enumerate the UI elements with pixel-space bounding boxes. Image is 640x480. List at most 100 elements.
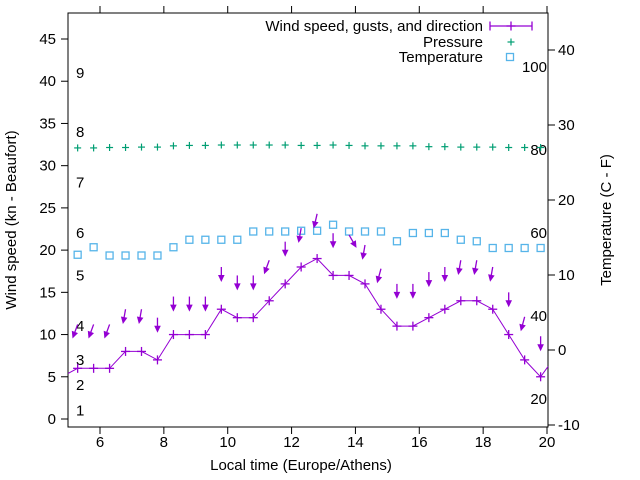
gust-arrow-head	[263, 266, 270, 275]
y-left-tick-label: 40	[39, 73, 56, 90]
beaufort-label: 6	[76, 225, 84, 242]
beaufort-labels: 1 2 3 4 5 6 7 8 9	[76, 65, 84, 420]
temperature-marker	[137, 251, 146, 260]
temperature-marker	[265, 227, 274, 236]
gust-arrow-head	[488, 274, 495, 282]
y-left-tick-label: 25	[39, 200, 56, 217]
temperature-marker	[281, 227, 290, 236]
temperature-marker	[233, 235, 242, 244]
beaufort-label: 2	[76, 377, 84, 394]
gust-arrow-head	[409, 291, 417, 299]
x-tick-label: 6	[96, 434, 104, 451]
inplot-right-labels: 100 80 60 40 20	[522, 59, 547, 408]
gust-arrow-head	[360, 252, 367, 260]
y-left-tick-label: 10	[39, 327, 56, 344]
temperature-marker	[201, 235, 210, 244]
x-tick-label: 16	[411, 434, 428, 451]
temperature-marker	[408, 228, 418, 238]
beaufort-label: 4	[76, 318, 84, 335]
y-left-tick-label: 15	[39, 284, 56, 301]
wind-gust-arrows	[71, 213, 544, 352]
gust-arrow-head	[456, 267, 463, 275]
y-left-tick-label: 30	[39, 158, 56, 175]
gust-arrow-head	[425, 280, 433, 288]
x-tick-label: 10	[219, 434, 236, 451]
temperature-marker	[488, 243, 497, 253]
temperature-marker	[89, 243, 98, 252]
temperature-marker	[440, 228, 449, 238]
x-tick-label: 18	[475, 434, 492, 451]
inplot-scale-label: 100	[522, 59, 547, 76]
gust-arrow-head	[87, 330, 94, 339]
gust-arrow-head	[120, 316, 128, 324]
legend-temperature-label: Temperature	[399, 49, 483, 66]
temperature-marker	[424, 228, 434, 238]
gust-arrow-head	[375, 275, 383, 284]
gust-arrow-head	[170, 304, 177, 312]
legend-samples	[489, 21, 533, 62]
gust-arrow-head	[136, 316, 144, 324]
y-right-tick-label: -10	[558, 417, 580, 434]
inplot-scale-label: 60	[530, 225, 547, 242]
gust-arrow-head	[218, 275, 225, 282]
y-right-tick-label: 30	[558, 117, 575, 134]
gust-arrow-head	[472, 267, 479, 275]
y-right-tick-label: 10	[558, 267, 575, 284]
y-right-axis-title: Temperature (C - F)	[598, 154, 615, 286]
gust-arrow-head	[250, 283, 257, 291]
y-right-tick-label: 0	[558, 342, 566, 359]
plot-generated-content: 6 8 10 12 14 16 18 20051015202530354045-1001020…	[39, 6, 580, 451]
temperature-marker	[504, 243, 513, 253]
temperature-marker	[249, 227, 258, 236]
y-axis-left: 0 5 10 15 20 25 30 35 40 45	[39, 31, 68, 428]
y-left-tick-label: 5	[48, 369, 56, 386]
temperature-marker	[536, 243, 545, 253]
gust-arrow-head	[71, 330, 78, 339]
x-tick-label: 20	[539, 434, 556, 451]
y-left-axis-title: Wind speed (kn - Beaufort)	[3, 130, 20, 309]
temperature-marker	[105, 251, 114, 260]
temperature-marker	[456, 235, 465, 244]
gust-arrow-head	[393, 291, 401, 299]
temperature-marker	[312, 226, 322, 235]
y-left-tick-label: 45	[39, 31, 56, 48]
gust-arrow-head	[519, 323, 526, 332]
beaufort-label: 7	[76, 175, 84, 192]
beaufort-label: 1	[76, 403, 84, 420]
temperature-marker	[297, 226, 306, 235]
plot-border	[67, 12, 549, 428]
legend-pressure-label: Pressure	[423, 34, 483, 51]
temperature-marker	[344, 227, 354, 236]
gust-arrow-head	[202, 304, 209, 312]
gust-arrow-head	[154, 325, 161, 333]
legend-wind-label: Wind speed, gusts, and direction	[265, 18, 483, 35]
pressure-series	[74, 141, 545, 152]
x-tick-label: 14	[347, 434, 364, 451]
temperature-marker	[73, 250, 82, 259]
x-axis-title: Local time (Europe/Athens)	[210, 457, 392, 474]
beaufort-label: 8	[76, 124, 84, 141]
temperature-series	[73, 220, 545, 260]
temperature-marker	[169, 243, 178, 252]
inplot-scale-label: 40	[530, 308, 547, 325]
gust-arrow-head	[312, 220, 319, 229]
y-right-tick-label: 20	[558, 192, 575, 209]
y-left-tick-label: 20	[39, 242, 56, 259]
gust-arrow-head	[350, 240, 357, 248]
temperature-marker	[472, 237, 481, 246]
temperature-marker	[328, 220, 338, 229]
gust-arrow-head	[441, 275, 449, 282]
beaufort-label: 9	[76, 65, 84, 82]
inplot-scale-label: 20	[530, 391, 547, 408]
gust-arrow-head	[103, 330, 110, 339]
temperature-marker	[360, 227, 370, 236]
y-left-tick-label: 0	[48, 411, 56, 428]
gust-arrow-head	[505, 300, 512, 308]
y-axis-right: -10 0 10 20 30 40	[548, 42, 580, 434]
gust-arrow-head	[296, 235, 303, 243]
x-tick-label: 12	[283, 434, 300, 451]
temperature-marker	[153, 251, 162, 260]
beaufort-label: 3	[76, 352, 84, 369]
